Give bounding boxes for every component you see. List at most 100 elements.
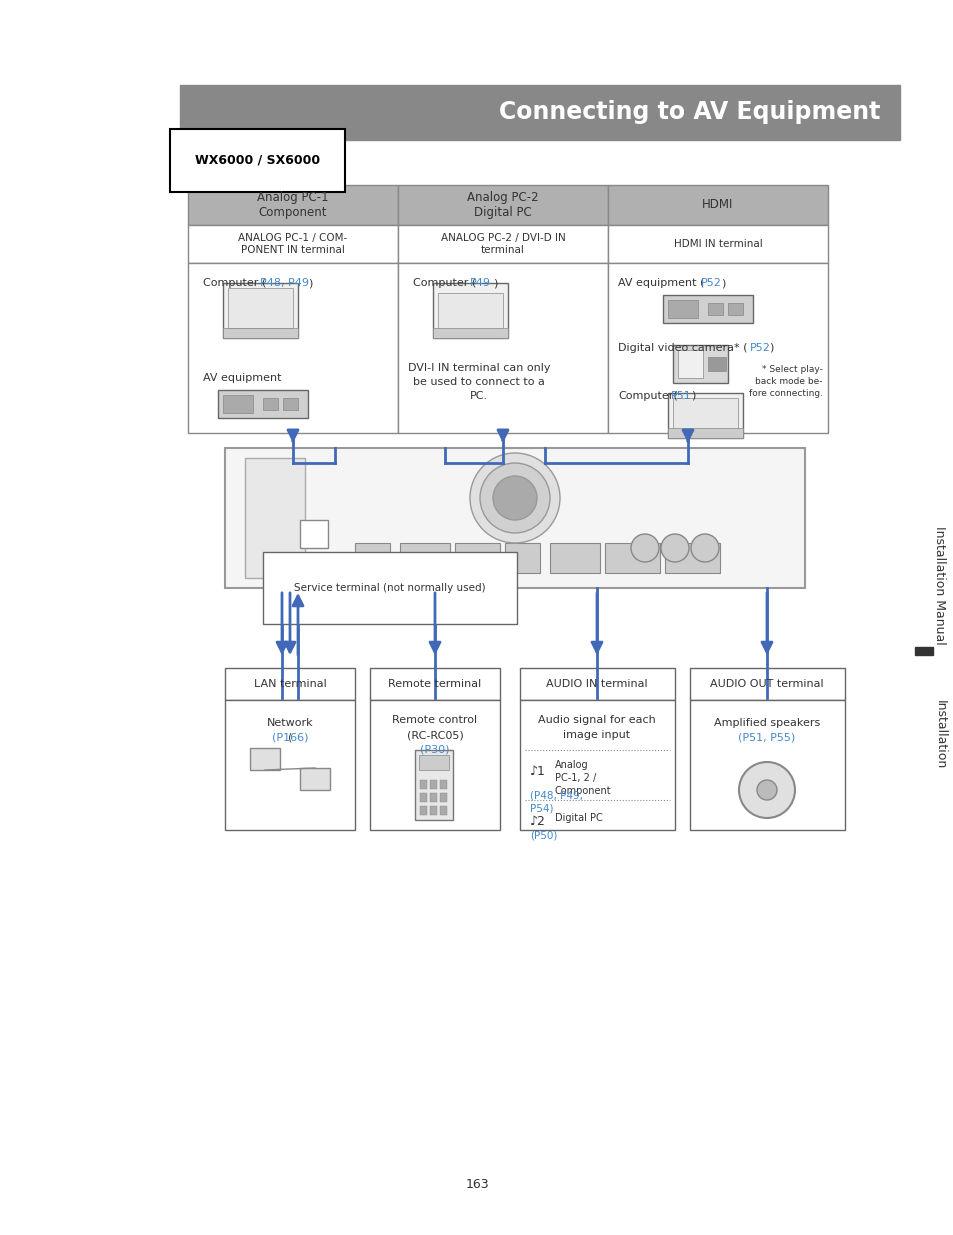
Text: image input: image input (563, 730, 630, 740)
Text: HDMI IN terminal: HDMI IN terminal (673, 240, 761, 249)
Bar (430, 781, 436, 789)
Bar (415, 750, 453, 820)
Bar (439, 806, 447, 815)
Text: Computer (: Computer ( (203, 278, 266, 288)
Text: ): ) (690, 391, 695, 401)
Text: Audio signal for each: Audio signal for each (537, 715, 655, 725)
Bar (430, 793, 436, 802)
Bar (433, 329, 507, 338)
Bar (672, 398, 738, 433)
Text: P52: P52 (749, 343, 770, 353)
Text: Network: Network (267, 718, 313, 727)
Bar (188, 225, 397, 263)
Text: Digital PC: Digital PC (555, 813, 602, 823)
Bar (433, 283, 507, 338)
Bar (419, 781, 427, 789)
Circle shape (739, 762, 794, 818)
Bar (519, 700, 675, 830)
Text: (RC-RC05): (RC-RC05) (406, 730, 463, 740)
Bar (727, 303, 742, 315)
Bar (430, 806, 436, 815)
Text: AV equipment (: AV equipment ( (618, 278, 703, 288)
Bar (370, 668, 499, 700)
Bar (437, 293, 502, 333)
Bar (664, 543, 720, 573)
Bar (250, 748, 280, 769)
Text: Analog PC-2
Digital PC: Analog PC-2 Digital PC (467, 191, 538, 219)
Bar (689, 668, 844, 700)
Text: ♪1: ♪1 (530, 764, 545, 778)
Bar (188, 263, 397, 433)
Bar (707, 357, 725, 370)
Bar (519, 668, 675, 700)
Bar (225, 668, 355, 700)
Text: Remote control: Remote control (392, 715, 477, 725)
Text: (P166): (P166) (272, 734, 308, 743)
Circle shape (757, 781, 776, 800)
Text: (P48, P49,
P54): (P48, P49, P54) (530, 790, 582, 813)
Text: AUDIO IN terminal: AUDIO IN terminal (546, 679, 647, 689)
Bar (439, 781, 447, 789)
Bar (225, 700, 355, 830)
Text: Digital video camera* (: Digital video camera* ( (618, 343, 747, 353)
Bar (607, 185, 827, 225)
Bar (299, 768, 330, 790)
Text: DVI-I IN terminal can only
be used to connect to a
PC.: DVI-I IN terminal can only be used to co… (408, 363, 550, 401)
Text: ♪2: ♪2 (530, 815, 545, 827)
Circle shape (630, 534, 659, 562)
Bar (689, 700, 844, 830)
Bar (607, 263, 827, 433)
Text: ): ) (768, 343, 773, 353)
Bar (419, 806, 427, 815)
Bar (455, 543, 499, 573)
Text: ): ) (493, 278, 497, 288)
Text: HDMI: HDMI (701, 199, 733, 211)
Bar (223, 329, 297, 338)
Text: AUDIO OUT terminal: AUDIO OUT terminal (709, 679, 823, 689)
Text: Amplified speakers: Amplified speakers (713, 718, 820, 727)
Circle shape (493, 475, 537, 520)
Text: (P51, P55): (P51, P55) (738, 734, 795, 743)
Bar (299, 520, 328, 548)
Text: * Select play-
back mode be-
fore connecting.: * Select play- back mode be- fore connec… (748, 366, 822, 398)
Text: P49: P49 (470, 278, 491, 288)
Bar (662, 295, 752, 324)
Bar (397, 225, 607, 263)
Circle shape (660, 534, 688, 562)
Text: AV equipment: AV equipment (203, 373, 281, 383)
Bar (419, 793, 427, 802)
Bar (263, 398, 277, 410)
Text: 163: 163 (465, 1178, 488, 1192)
Bar (607, 225, 827, 263)
Bar (667, 429, 742, 438)
Bar (188, 185, 397, 225)
Text: Installation: Installation (933, 700, 945, 769)
Bar (439, 793, 447, 802)
Bar (399, 543, 450, 573)
Bar (418, 755, 449, 769)
Text: LAN terminal: LAN terminal (253, 679, 326, 689)
Text: ): ) (720, 278, 724, 288)
Bar (218, 390, 308, 417)
Text: P51: P51 (670, 391, 691, 401)
Text: Computer(: Computer( (618, 391, 677, 401)
Bar (550, 543, 599, 573)
Bar (667, 300, 698, 317)
Bar (223, 283, 297, 338)
Bar (397, 185, 607, 225)
Text: Analog PC-1
Component: Analog PC-1 Component (257, 191, 329, 219)
Bar (245, 458, 305, 578)
Text: Analog
PC-1, 2 /
Component: Analog PC-1, 2 / Component (555, 760, 611, 797)
Text: ANALOG PC-1 / COM-
PONENT IN terminal: ANALOG PC-1 / COM- PONENT IN terminal (238, 233, 347, 254)
Bar (180, 85, 899, 140)
Text: P48, P49: P48, P49 (260, 278, 309, 288)
Bar (914, 647, 932, 655)
Circle shape (470, 453, 559, 543)
Bar (604, 543, 659, 573)
Bar (225, 448, 804, 588)
Text: Remote terminal: Remote terminal (388, 679, 481, 689)
Bar (370, 700, 499, 830)
Text: Installation Manual: Installation Manual (933, 526, 945, 645)
Bar (678, 350, 702, 378)
Bar (667, 393, 742, 438)
